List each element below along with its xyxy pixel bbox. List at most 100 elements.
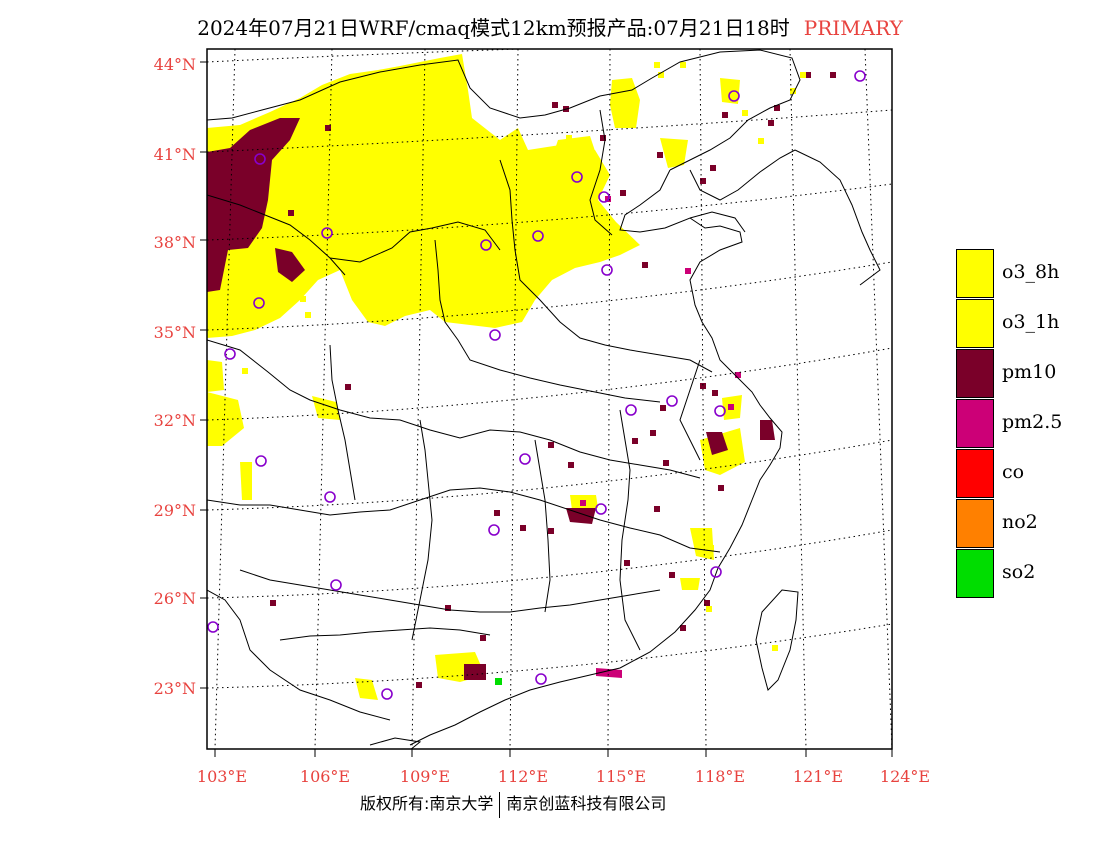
pm10-pixel xyxy=(548,528,554,534)
legend-swatch xyxy=(956,399,994,448)
liaodong xyxy=(689,149,796,201)
pm10-pixel xyxy=(669,572,675,578)
national-border-north xyxy=(207,49,801,171)
o3-pixel xyxy=(680,62,686,68)
legend-swatch xyxy=(956,499,994,548)
o3-pixel xyxy=(566,135,572,141)
o3-area-north xyxy=(207,54,640,338)
station-marker xyxy=(207,621,219,633)
pm10-pixel xyxy=(494,510,500,516)
legend: o3_8h o3_1h pm10 pm2.5 co no2 so2 xyxy=(956,249,1086,599)
pm10-area-hangzhou xyxy=(760,420,775,440)
pm10-area-ningxia xyxy=(275,248,305,282)
pm25-pixel xyxy=(580,500,586,506)
legend-swatch xyxy=(956,349,994,398)
pm10-area-inner-mongolia xyxy=(207,118,300,292)
legend-item-pm25: pm2.5 xyxy=(956,399,1086,449)
legend-item-no2: no2 xyxy=(956,499,1086,549)
inner-province-6 xyxy=(207,487,721,553)
station-marker xyxy=(598,191,610,203)
pm10-pixel xyxy=(642,262,648,268)
inner-province-15 xyxy=(207,589,391,721)
copyright-footer: 版权所有:南京大学 南京创蓝科技有限公司 xyxy=(360,790,666,818)
o3-pixel xyxy=(658,72,664,78)
station-marker xyxy=(255,455,267,467)
lon-label-109: 109°E xyxy=(400,767,450,786)
station-marker xyxy=(854,70,866,82)
o3-pixel xyxy=(654,62,660,68)
station-marker xyxy=(321,227,333,239)
so2-point xyxy=(495,678,502,685)
legend-label: so2 xyxy=(1002,561,1036,583)
o3-pixel xyxy=(790,88,796,94)
pm10-pixel xyxy=(325,125,331,131)
station-marker xyxy=(571,171,583,183)
pm10-pixel xyxy=(700,178,706,184)
lon-label-124: 124°E xyxy=(880,767,930,786)
o3-pixel xyxy=(242,368,248,374)
shandong-peninsula xyxy=(689,211,746,233)
pm10-pixel xyxy=(480,635,486,641)
station-marker xyxy=(253,297,265,309)
inner-province-11 xyxy=(534,439,551,613)
station-marker xyxy=(714,405,726,417)
inner-province-3 xyxy=(499,159,713,373)
pm10-pixel xyxy=(830,72,836,78)
pm10-pixel xyxy=(650,430,656,436)
inner-province-13 xyxy=(589,109,613,236)
map-frame xyxy=(206,48,893,750)
pm10-pixel xyxy=(660,405,666,411)
pm10-pixel xyxy=(624,560,630,566)
meridian-109 xyxy=(411,49,426,749)
lat-label-44: 44°N xyxy=(154,55,196,74)
lat-label-41: 41°N xyxy=(154,145,196,164)
legend-label: o3_1h xyxy=(1002,311,1060,333)
parallel-29 xyxy=(207,439,892,511)
pm10-pixel xyxy=(722,112,728,118)
station-marker xyxy=(595,503,607,515)
inner-province-4 xyxy=(434,239,661,403)
title-main: 2024年07月21日WRF/cmaq模式12km预报产品:07月21日18时 xyxy=(197,16,790,40)
pm10-pixel xyxy=(520,525,526,531)
city-markers xyxy=(207,70,866,700)
station-marker xyxy=(480,239,492,251)
pm10-pixel xyxy=(704,600,710,606)
pm10-pixel xyxy=(710,165,716,171)
pm25-area-south xyxy=(596,668,622,678)
inner-province-7 xyxy=(239,569,661,613)
pm10-pixel xyxy=(620,190,626,196)
legend-swatch xyxy=(956,299,994,348)
station-marker xyxy=(625,404,637,416)
pm10-pixel xyxy=(345,384,351,390)
o3-pixel xyxy=(300,296,306,302)
o3-area-zhejiang xyxy=(690,528,714,560)
pm10-pixel xyxy=(657,152,663,158)
axis-ticks xyxy=(200,61,893,757)
pm10-pixel xyxy=(680,625,686,631)
pm10-pixel xyxy=(548,442,554,448)
province-boundaries xyxy=(207,49,881,749)
station-marker xyxy=(728,90,740,102)
o3-pixel xyxy=(700,532,706,538)
lon-label-106: 106°E xyxy=(300,767,350,786)
parallel-35 xyxy=(207,261,892,331)
o3-pixel xyxy=(706,606,712,612)
lat-labels: 44°N 41°N 38°N 35°N 32°N 29°N 26°N 23°N xyxy=(154,55,196,698)
lat-label-32: 32°N xyxy=(154,411,196,430)
o3-area-west2 xyxy=(207,392,244,446)
pm10-pixel xyxy=(700,383,706,389)
pm10-area-hunan xyxy=(566,508,596,524)
pm10-pixel xyxy=(288,210,294,216)
legend-swatch xyxy=(956,249,994,298)
meridian-118 xyxy=(699,49,707,749)
legend-item-o3-1h: o3_1h xyxy=(956,299,1086,349)
meridian-115 xyxy=(607,49,611,749)
o3-pixel xyxy=(800,72,806,78)
inner-province-10 xyxy=(411,419,433,641)
parallel-23 xyxy=(207,623,892,689)
pm10-pixel xyxy=(600,135,606,141)
legend-label: pm2.5 xyxy=(1002,411,1063,433)
lat-label-23: 23°N xyxy=(154,679,196,698)
pm25-pixel xyxy=(728,404,734,410)
inner-province-5 xyxy=(207,339,701,479)
